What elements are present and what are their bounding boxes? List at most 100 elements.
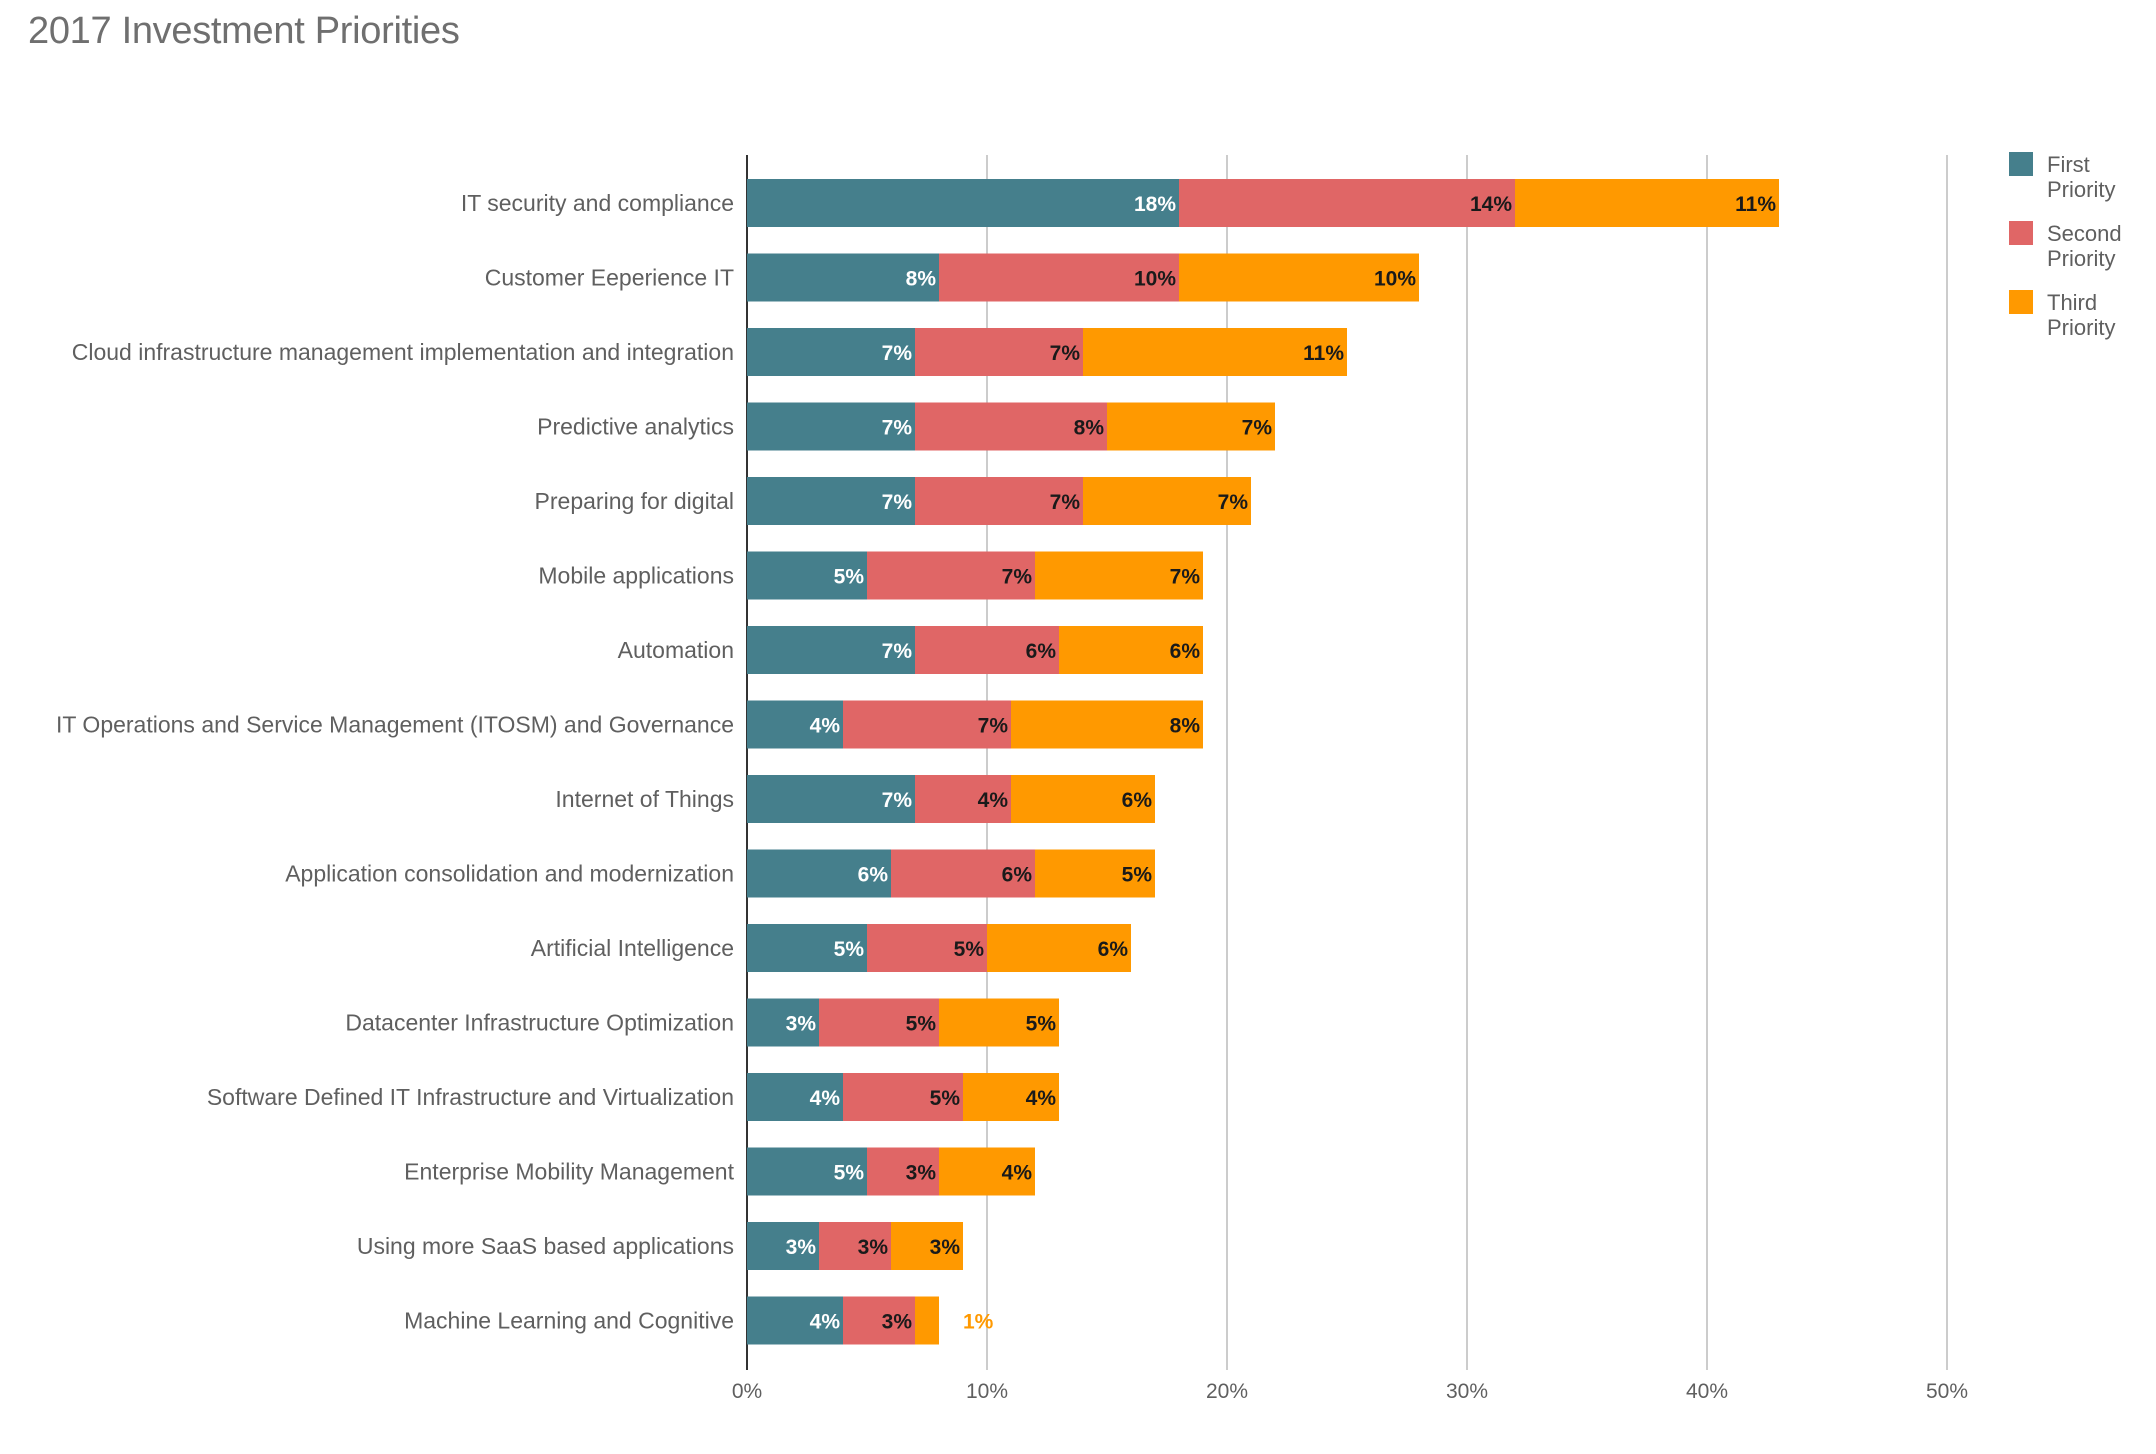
data-label: 7% (978, 715, 1009, 738)
x-tick-label: 50% (1926, 1380, 1968, 1403)
data-label: 6% (1170, 640, 1201, 663)
bar-segment (747, 477, 915, 525)
data-label: 3% (786, 1236, 817, 1259)
data-label: 7% (882, 417, 913, 440)
bar-segment (891, 849, 1035, 898)
bar-segment (915, 402, 1107, 451)
data-label: 7% (882, 342, 913, 365)
category-label: Customer Eeperience IT (485, 265, 734, 291)
data-label: 4% (1026, 1087, 1057, 1110)
category-label: Automation (618, 637, 734, 663)
x-tick-label: 20% (1206, 1380, 1248, 1403)
data-label: 6% (1098, 938, 1129, 961)
bar-segment (747, 1147, 867, 1196)
bar-segment (987, 924, 1131, 972)
chart-title: 2017 Investment Priorities (28, 10, 460, 52)
legend-label: First (2047, 152, 2090, 177)
bar-segment (747, 1073, 843, 1121)
category-label: Preparing for digital (535, 488, 734, 514)
data-label: 3% (930, 1236, 961, 1259)
bar-segment (747, 551, 867, 600)
category-label: IT Operations and Service Management (IT… (56, 712, 734, 738)
data-label: 5% (930, 1087, 961, 1110)
bar-segment (915, 477, 1083, 525)
legend-label: Third (2047, 290, 2097, 315)
bar-segment (939, 998, 1059, 1047)
bar-segment (819, 998, 939, 1047)
bar-segment (915, 328, 1083, 376)
data-label: 7% (1242, 417, 1273, 440)
legend-swatch (2009, 152, 2033, 176)
bar-segment (747, 924, 867, 972)
category-label: Enterprise Mobility Management (404, 1159, 734, 1185)
x-axis-ticks: 0% 10% 20% 30% 40% 50% (732, 1380, 1968, 1403)
bar-segment (867, 924, 987, 972)
data-label: 7% (1050, 491, 1081, 514)
bar-segment (1107, 402, 1275, 451)
data-label: 4% (1002, 1162, 1033, 1185)
legend-label: Priority (2047, 246, 2115, 271)
data-label: 7% (1002, 566, 1033, 589)
legend-swatch (2009, 221, 2033, 245)
bar-segment (1011, 775, 1155, 823)
bar-segment (843, 700, 1011, 749)
data-label: 8% (906, 268, 937, 291)
data-label: 10% (1374, 268, 1416, 291)
data-label: 4% (810, 715, 841, 738)
data-label: 3% (858, 1236, 889, 1259)
bar-segment (747, 700, 843, 749)
bar-segment (747, 775, 915, 823)
legend-swatch (2009, 290, 2033, 314)
data-label: 11% (1303, 342, 1344, 365)
bar-segment (843, 1073, 963, 1121)
bar-segment (1011, 700, 1203, 749)
bar-segment (747, 328, 915, 376)
data-label: 8% (1170, 715, 1201, 738)
data-label: 14% (1470, 193, 1512, 216)
bar-segment (747, 998, 819, 1047)
data-label: 6% (858, 864, 889, 887)
data-label: 8% (1074, 417, 1105, 440)
category-label: Internet of Things (555, 786, 734, 812)
data-label: 11% (1735, 193, 1776, 216)
data-label: 7% (1170, 566, 1201, 589)
bar-segment (843, 1296, 915, 1345)
data-label: 6% (1002, 864, 1033, 887)
data-label: 7% (882, 640, 913, 663)
data-label: 7% (882, 491, 913, 514)
data-label: 7% (882, 789, 913, 812)
category-label: Datacenter Infrastructure Optimization (345, 1010, 734, 1036)
bar-segment (1515, 179, 1779, 227)
category-label: Cloud infrastructure management implemen… (72, 339, 734, 365)
bar-segment (1179, 253, 1419, 302)
category-label: Predictive analytics (537, 414, 734, 440)
data-label: 10% (1134, 268, 1176, 291)
bar-segment (867, 1147, 939, 1196)
category-label: Machine Learning and Cognitive (404, 1308, 734, 1334)
bar-segment (915, 626, 1059, 674)
bar-segment (747, 626, 915, 674)
data-label: 7% (1218, 491, 1249, 514)
data-label: 6% (1122, 789, 1153, 812)
category-label: Software Defined IT Infrastructure and V… (207, 1084, 734, 1110)
category-label: IT security and compliance (461, 190, 734, 216)
bar-segment (1179, 179, 1515, 227)
x-tick-label: 0% (732, 1380, 762, 1403)
bar-segment (747, 849, 891, 898)
legend-label: Priority (2047, 177, 2115, 202)
data-label: 7% (1050, 342, 1081, 365)
bars: 18% 14% 11% 8% 10% 10% 7% 7% 11% 7% 8% 7% 7% 7% 7% 5% 7%… (747, 179, 1779, 1345)
bar-segment (939, 253, 1179, 302)
data-label: 5% (834, 1162, 865, 1185)
x-tick-label: 30% (1446, 1380, 1488, 1403)
category-label: Application consolidation and modernizat… (285, 861, 734, 887)
data-label: 5% (834, 938, 865, 961)
data-label: 18% (1134, 193, 1176, 216)
category-label: Using more SaaS based applications (357, 1233, 734, 1259)
data-label: 5% (954, 938, 985, 961)
legend-label: Second (2047, 221, 2122, 246)
data-label: 4% (810, 1311, 841, 1334)
bar-segment (1083, 328, 1347, 376)
